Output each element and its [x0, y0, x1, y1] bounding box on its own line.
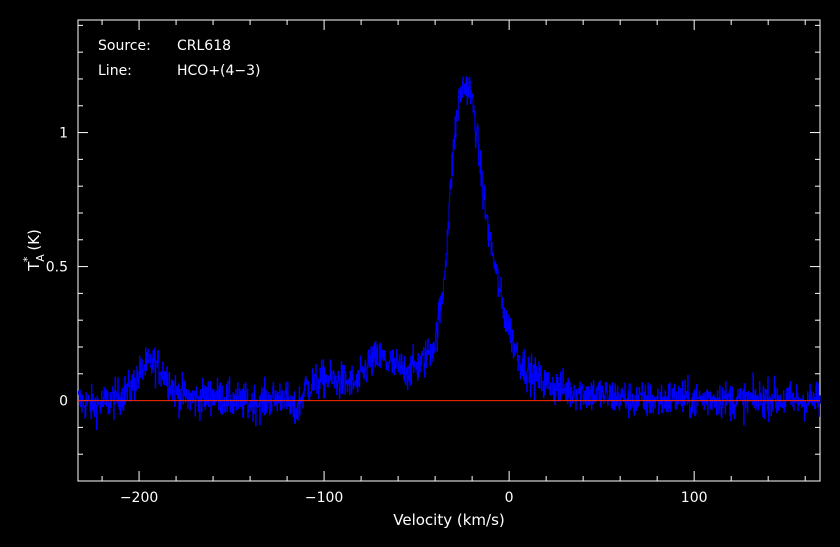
x-axis-ticks: −200 −100 0 100: [101, 20, 806, 506]
y-axis-label-unit: (K): [25, 229, 43, 251]
series-layer: [77, 76, 821, 430]
spectrum-series-line: [77, 76, 821, 430]
plot-frame: [77, 19, 821, 482]
x-tick-label: −200: [120, 490, 158, 506]
annotation-line-label: Line:: [98, 63, 132, 79]
y-tick-label: 0: [59, 394, 68, 410]
annotation-source-label: Source:: [98, 38, 151, 54]
y-axis-label-sub: A: [34, 254, 47, 262]
y-tick-label: 0.5: [46, 260, 68, 276]
x-tick-label: 0: [505, 490, 514, 506]
svg-text:TA*(K): TA* (K): [21, 229, 47, 272]
annotation-line-value: HCO+(4−3): [177, 63, 261, 79]
y-axis-label-sup: *: [21, 256, 34, 262]
x-tick-label: −100: [305, 490, 343, 506]
x-axis-label: Velocity (km/s): [393, 511, 504, 529]
x-tick-label: 100: [681, 490, 708, 506]
y-axis-ticks: 00.51: [46, 24, 820, 455]
y-tick-label: 1: [59, 126, 68, 142]
annotation-source-value: CRL618: [177, 38, 231, 54]
annotation-block: Source: CRL618 Line: HCO+(4−3): [98, 38, 261, 79]
y-axis-label: TA* (K): [21, 229, 47, 272]
y-axis-label-main: T: [25, 261, 43, 272]
